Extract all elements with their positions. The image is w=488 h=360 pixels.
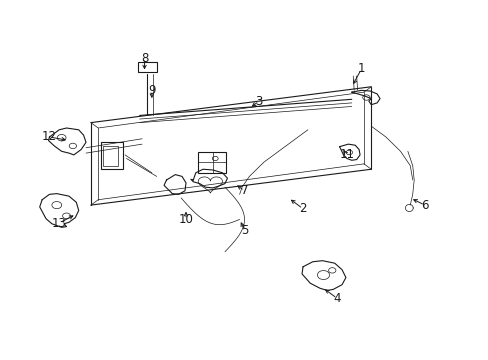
Text: 11: 11: [339, 148, 354, 161]
Text: 3: 3: [255, 95, 262, 108]
Text: 9: 9: [148, 84, 155, 97]
Text: 7: 7: [240, 184, 248, 197]
Text: 4: 4: [333, 292, 340, 305]
Bar: [101, 142, 122, 169]
Text: 2: 2: [299, 202, 306, 215]
Text: 1: 1: [357, 62, 365, 75]
Text: 12: 12: [42, 130, 57, 144]
Text: 10: 10: [178, 213, 193, 226]
Bar: [138, 62, 157, 72]
Bar: [198, 152, 226, 173]
Text: 13: 13: [52, 216, 66, 230]
Bar: [103, 146, 118, 166]
Text: 5: 5: [240, 224, 248, 237]
Text: 6: 6: [420, 199, 428, 212]
Text: 8: 8: [141, 51, 148, 64]
